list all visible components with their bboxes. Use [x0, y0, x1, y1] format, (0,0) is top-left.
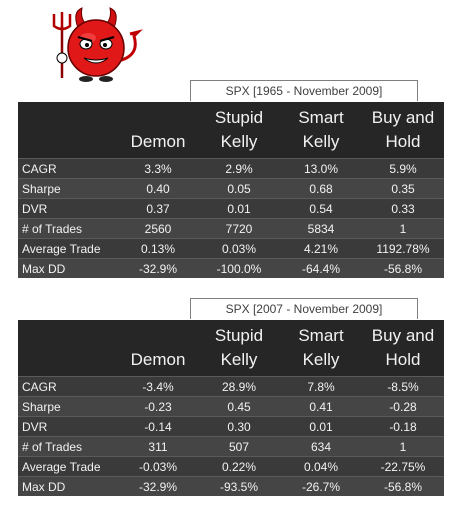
header-corner — [18, 320, 118, 377]
table-row: DVR 0.37 0.01 0.54 0.33 — [18, 198, 444, 219]
table-cell: -0.14 — [118, 416, 198, 437]
table-cell: 5834 — [280, 218, 362, 239]
table-row: Sharpe -0.23 0.45 0.41 -0.28 — [18, 396, 444, 417]
header-buy-and-hold: Buy and Hold — [362, 320, 444, 377]
table-cell: -32.9% — [118, 258, 198, 278]
row-label: Average Trade — [18, 238, 118, 259]
table-cell: -56.8% — [362, 258, 444, 278]
devil-mascot-logo — [52, 7, 143, 82]
table-cell: 0.54 — [280, 198, 362, 219]
table-cell: 0.33 — [362, 198, 444, 219]
table-cell: 13.0% — [280, 158, 362, 179]
header-row: Demon Stupid Kelly Smart Kelly Buy and Hold — [18, 320, 444, 377]
table-cell: -0.18 — [362, 416, 444, 437]
results-table-1965: SPX [1965 - November 2009] Demon Stupid K… — [18, 80, 444, 278]
table-cell: 0.68 — [280, 178, 362, 199]
table-cell: 1192.78% — [362, 238, 444, 259]
table-cell: 0.45 — [198, 396, 280, 417]
table-cell: 634 — [280, 436, 362, 457]
table-title: SPX [1965 - November 2009] — [190, 80, 418, 101]
table-cell: 3.3% — [118, 158, 198, 179]
table-cell: 0.05 — [198, 178, 280, 199]
table-row: DVR -0.14 0.30 0.01 -0.18 — [18, 416, 444, 437]
table-row: Average Trade -0.03% 0.22% 0.04% -22.75% — [18, 456, 444, 477]
table-cell: -8.5% — [362, 376, 444, 397]
results-table-2007: SPX [2007 - November 2009] Demon Stupid K… — [18, 298, 444, 496]
header-stupid-kelly: Stupid Kelly — [198, 320, 280, 377]
table-cell: 507 — [198, 436, 280, 457]
table-cell: 0.30 — [198, 416, 280, 437]
row-label: Max DD — [18, 476, 118, 496]
table-cell: 0.41 — [280, 396, 362, 417]
table-cell: 0.35 — [362, 178, 444, 199]
table-cell: 0.03% — [198, 238, 280, 259]
stats-table: Demon Stupid Kelly Smart Kelly Buy and Hold… — [18, 102, 444, 278]
header-corner — [18, 102, 118, 159]
table-cell: -93.5% — [198, 476, 280, 496]
header-buy-and-hold: Buy and Hold — [362, 102, 444, 159]
row-label: Sharpe — [18, 178, 118, 199]
table-row: CAGR -3.4% 28.9% 7.8% -8.5% — [18, 376, 444, 397]
table-cell: 7.8% — [280, 376, 362, 397]
table-cell: 1 — [362, 218, 444, 239]
table-cell: 0.40 — [118, 178, 198, 199]
table-row: Max DD -32.9% -100.0% -64.4% -56.8% — [18, 258, 444, 278]
table-row: # of Trades 2560 7720 5834 1 — [18, 218, 444, 239]
header-row: Demon Stupid Kelly Smart Kelly Buy and Hold — [18, 102, 444, 159]
table-title: SPX [2007 - November 2009] — [190, 298, 418, 319]
table-cell: 5.9% — [362, 158, 444, 179]
table-cell: -0.28 — [362, 396, 444, 417]
table-row: Sharpe 0.40 0.05 0.68 0.35 — [18, 178, 444, 199]
table-cell: 28.9% — [198, 376, 280, 397]
row-label: # of Trades — [18, 436, 118, 457]
header-demon: Demon — [118, 102, 198, 159]
header-smart-kelly: Smart Kelly — [280, 320, 362, 377]
row-label: CAGR — [18, 376, 118, 397]
table-cell: 0.04% — [280, 456, 362, 477]
table-cell: -3.4% — [118, 376, 198, 397]
table-cell: -0.23 — [118, 396, 198, 417]
row-label: DVR — [18, 198, 118, 219]
table-cell: -22.75% — [362, 456, 444, 477]
header-stupid-kelly: Stupid Kelly — [198, 102, 280, 159]
header-demon: Demon — [118, 320, 198, 377]
row-label: # of Trades — [18, 218, 118, 239]
row-label: CAGR — [18, 158, 118, 179]
table-row: Average Trade 0.13% 0.03% 4.21% 1192.78% — [18, 238, 444, 259]
table-row: # of Trades 311 507 634 1 — [18, 436, 444, 457]
row-label: Average Trade — [18, 456, 118, 477]
table-cell: -0.03% — [118, 456, 198, 477]
table-cell: 0.37 — [118, 198, 198, 219]
table-cell: 7720 — [198, 218, 280, 239]
table-cell: 1 — [362, 436, 444, 457]
table-cell: 4.21% — [280, 238, 362, 259]
table-cell: 311 — [118, 436, 198, 457]
table-cell: -32.9% — [118, 476, 198, 496]
table-row: Max DD -32.9% -93.5% -26.7% -56.8% — [18, 476, 444, 496]
row-label: Sharpe — [18, 396, 118, 417]
table-cell: 0.22% — [198, 456, 280, 477]
row-label: Max DD — [18, 258, 118, 278]
row-label: DVR — [18, 416, 118, 437]
table-cell: -26.7% — [280, 476, 362, 496]
table-cell: 0.13% — [118, 238, 198, 259]
stats-table: Demon Stupid Kelly Smart Kelly Buy and Hold… — [18, 320, 444, 496]
table-row: CAGR 3.3% 2.9% 13.0% 5.9% — [18, 158, 444, 179]
table-cell: 0.01 — [198, 198, 280, 219]
table-cell: -56.8% — [362, 476, 444, 496]
table-cell: -100.0% — [198, 258, 280, 278]
header-smart-kelly: Smart Kelly — [280, 102, 362, 159]
table-cell: 2.9% — [198, 158, 280, 179]
table-cell: 2560 — [118, 218, 198, 239]
table-cell: 0.01 — [280, 416, 362, 437]
table-cell: -64.4% — [280, 258, 362, 278]
